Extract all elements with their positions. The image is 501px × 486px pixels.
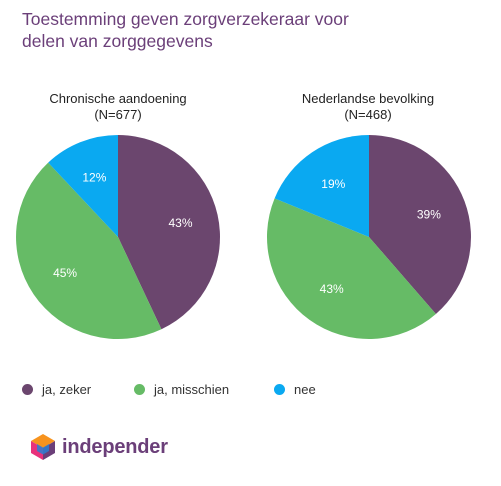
legend-swatch-ja-misschien: [134, 384, 145, 395]
legend: ja, zeker ja, misschien nee: [22, 382, 482, 402]
pie-label-nee-0: 12%: [82, 171, 106, 185]
legend-item-ja-zeker: ja, zeker: [22, 382, 91, 397]
brand-logo: independer: [30, 433, 168, 461]
pie-title-chronisch: Chronische aandoening: [49, 91, 187, 106]
legend-label-ja-misschien: ja, misschien: [154, 382, 230, 397]
legend-item-ja-misschien: ja, misschien: [134, 382, 229, 397]
pie-slice-ja-misschien-0: [16, 162, 162, 339]
legend-label-ja-zeker: ja, zeker: [42, 382, 92, 397]
pie-label-ja-misschien-0: 45%: [53, 266, 77, 280]
pie-slice-ja-zeker-0: [118, 135, 220, 330]
legend-swatch-ja-zeker: [22, 384, 33, 395]
pie-chart-chronisch: 43% 45% 12%: [16, 135, 220, 339]
pie-slice-nee-1: [274, 135, 369, 237]
pie-heading-bevolking: Nederlandse bevolking (N=468): [258, 91, 478, 123]
pie-subtitle-chronisch: (N=677): [94, 107, 142, 122]
legend-swatch-nee: [274, 384, 285, 395]
hexagon-cube-icon: [31, 434, 55, 460]
brand-name: independer: [62, 435, 168, 458]
pie-chart-bevolking: 39% 43% 19%: [266, 135, 471, 339]
pie-label-ja-zeker-0: 43%: [168, 216, 192, 230]
legend-item-nee: nee: [274, 382, 316, 397]
pie-slice-ja-misschien-1: [266, 198, 436, 339]
pie-slice-nee-0: [48, 135, 118, 237]
chart-title: Toestemming geven zorgverzekeraar voor d…: [22, 9, 349, 51]
pie-label-nee-1: 19%: [321, 177, 345, 191]
pie-slice-ja-zeker-1: [369, 135, 471, 314]
pie-title-bevolking: Nederlandse bevolking: [301, 91, 435, 106]
pie-label-ja-misschien-1: 43%: [320, 282, 344, 296]
pie-label-ja-zeker-1: 39%: [417, 208, 441, 222]
pie-heading-chronisch: Chronische aandoening (N=677): [8, 91, 228, 123]
pie-subtitle-bevolking: (N=468): [344, 107, 392, 122]
legend-label-nee: nee: [294, 382, 316, 397]
